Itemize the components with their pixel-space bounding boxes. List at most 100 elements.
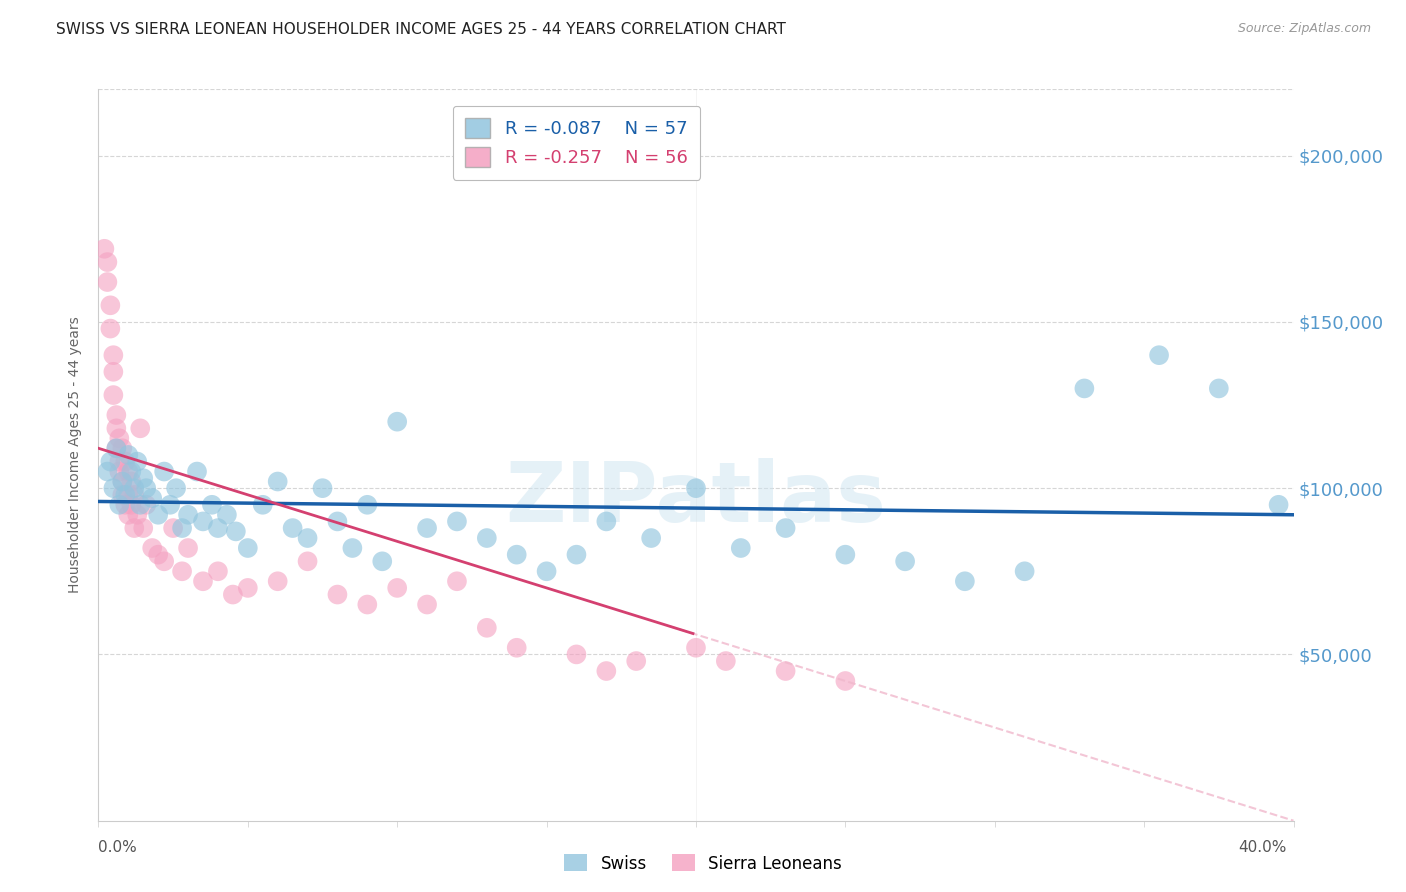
Point — [105, 408, 128, 422]
Point — [177, 541, 200, 555]
Point — [222, 588, 245, 602]
Legend: R = -0.087    N = 57, R = -0.257    N = 56: R = -0.087 N = 57, R = -0.257 N = 56 — [453, 105, 700, 179]
Point — [207, 521, 229, 535]
Point — [191, 574, 214, 589]
Point — [108, 465, 131, 479]
Point — [685, 640, 707, 655]
Point — [834, 673, 856, 688]
Point — [475, 531, 498, 545]
Point — [165, 481, 187, 495]
Point — [215, 508, 238, 522]
Point — [446, 574, 468, 589]
Point — [565, 548, 588, 562]
Point — [225, 524, 247, 539]
Point — [595, 515, 617, 529]
Point — [385, 581, 409, 595]
Point — [326, 588, 349, 602]
Point — [267, 475, 290, 489]
Point — [132, 471, 155, 485]
Point — [385, 415, 409, 429]
Point — [416, 598, 439, 612]
Point — [127, 454, 149, 468]
Point — [100, 321, 122, 335]
Point — [96, 465, 118, 479]
Point — [281, 521, 304, 535]
Point — [201, 498, 224, 512]
Text: Source: ZipAtlas.com: Source: ZipAtlas.com — [1237, 22, 1371, 36]
Point — [96, 255, 118, 269]
Point — [172, 564, 194, 578]
Point — [191, 515, 214, 529]
Point — [685, 481, 707, 495]
Point — [1147, 348, 1170, 362]
Point — [124, 521, 146, 535]
Point — [141, 491, 163, 505]
Point — [297, 554, 319, 568]
Point — [356, 598, 378, 612]
Point — [730, 541, 752, 555]
Point — [252, 498, 274, 512]
Point — [96, 275, 118, 289]
Point — [953, 574, 976, 589]
Point — [127, 508, 149, 522]
Point — [371, 554, 394, 568]
Point — [894, 554, 917, 568]
Point — [135, 481, 157, 495]
Point — [117, 508, 139, 522]
Point — [114, 488, 136, 502]
Text: 40.0%: 40.0% — [1239, 840, 1286, 855]
Point — [100, 298, 122, 312]
Point — [446, 515, 468, 529]
Y-axis label: Householder Income Ages 25 - 44 years: Householder Income Ages 25 - 44 years — [69, 317, 83, 593]
Text: ZIPatlas: ZIPatlas — [506, 458, 886, 540]
Point — [114, 454, 136, 468]
Point — [111, 475, 134, 489]
Point — [714, 654, 737, 668]
Point — [117, 488, 139, 502]
Point — [775, 521, 797, 535]
Point — [416, 521, 439, 535]
Point — [148, 508, 170, 522]
Text: SWISS VS SIERRA LEONEAN HOUSEHOLDER INCOME AGES 25 - 44 YEARS CORRELATION CHART: SWISS VS SIERRA LEONEAN HOUSEHOLDER INCO… — [56, 22, 786, 37]
Point — [565, 648, 588, 662]
Point — [1208, 381, 1230, 395]
Point — [103, 481, 125, 495]
Point — [100, 454, 122, 468]
Point — [111, 488, 134, 502]
Point — [105, 442, 128, 456]
Point — [172, 521, 194, 535]
Point — [117, 448, 139, 462]
Point — [124, 481, 146, 495]
Point — [153, 465, 176, 479]
Point — [93, 242, 115, 256]
Point — [141, 541, 163, 555]
Point — [506, 548, 529, 562]
Point — [108, 431, 131, 445]
Point — [311, 481, 333, 495]
Point — [103, 388, 125, 402]
Point — [775, 664, 797, 678]
Point — [177, 508, 200, 522]
Point — [356, 498, 378, 512]
Point — [1073, 381, 1095, 395]
Point — [129, 421, 152, 435]
Point — [105, 421, 128, 435]
Point — [159, 498, 181, 512]
Point — [135, 498, 157, 512]
Point — [111, 475, 134, 489]
Point — [1014, 564, 1036, 578]
Point — [595, 664, 617, 678]
Point — [124, 488, 146, 502]
Point — [120, 465, 142, 479]
Point — [114, 498, 136, 512]
Point — [117, 465, 139, 479]
Point — [111, 442, 134, 456]
Legend: Swiss, Sierra Leoneans: Swiss, Sierra Leoneans — [557, 847, 849, 880]
Point — [186, 465, 208, 479]
Point — [120, 475, 142, 489]
Point — [834, 548, 856, 562]
Point — [1267, 498, 1289, 512]
Point — [108, 454, 131, 468]
Point — [120, 498, 142, 512]
Point — [236, 541, 259, 555]
